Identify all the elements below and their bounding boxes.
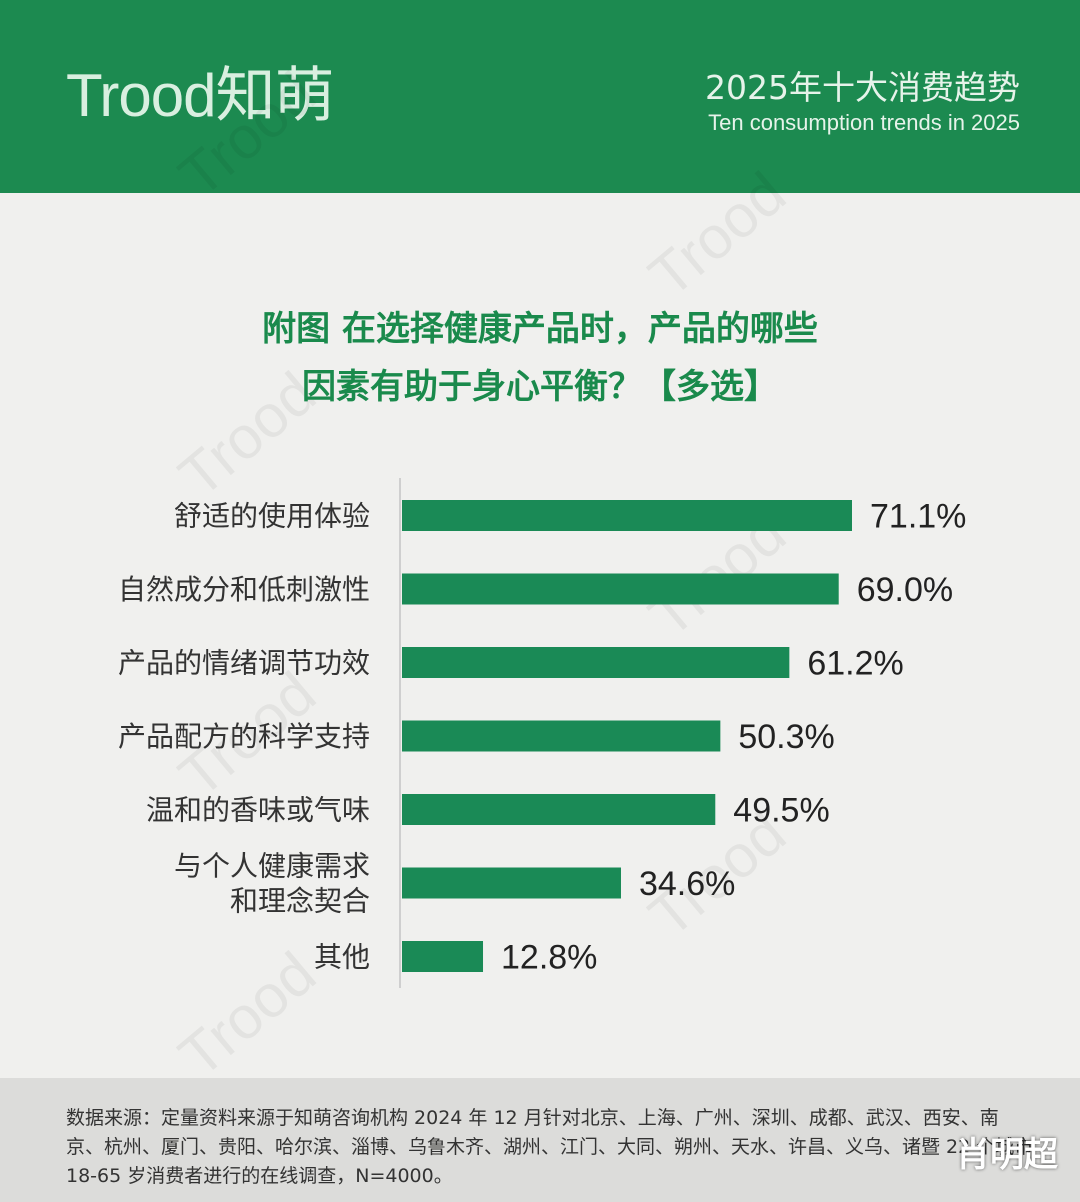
header-title: 2025年十大消费趋势: [705, 68, 1020, 107]
category-label: 其他: [314, 941, 370, 974]
bar: [402, 720, 721, 752]
bar: [402, 794, 716, 825]
chart-title-line1: 附图 在选择健康产品时，产品的哪些: [262, 309, 818, 349]
bar: [402, 500, 852, 531]
data-label: 71.1%: [870, 498, 966, 536]
data-label: 34.6%: [639, 865, 735, 903]
chart-title-line2: 因素有助于身心平衡？【多选】: [302, 367, 778, 407]
bar: [402, 941, 484, 972]
category-label: 与个人健康需求和理念契合: [174, 850, 370, 918]
bar: [402, 647, 790, 678]
footer: 数据来源：定量资料来源于知萌咨询机构 2024 年 12 月针对北京、上海、广州…: [0, 1078, 1080, 1202]
data-label: 49.5%: [733, 792, 829, 830]
header-titles: 2025年十大消费趋势 Ten consumption trends in 20…: [705, 68, 1020, 136]
trood-logo: Trood知萌: [66, 62, 335, 129]
category-label: 自然成分和低刺激性: [118, 573, 370, 606]
category-label: 舒适的使用体验: [174, 500, 370, 533]
bar: [402, 573, 839, 605]
author-signature: 肖明超: [956, 1135, 1058, 1175]
header-subtitle: Ten consumption trends in 2025: [708, 110, 1020, 136]
category-label: 温和的香味或气味: [146, 794, 370, 827]
bar-chart: 71.1% 舒适的使用体验 69.0% 自然成分和低刺激性 61.2% 产品的情绪调节功效…: [118, 478, 966, 988]
data-label: 69.0%: [857, 571, 953, 609]
data-source-note: 数据来源：定量资料来源于知萌咨询机构 2024 年 12 月针对北京、上海、广州…: [66, 1107, 1034, 1187]
chart-title: 附图 在选择健康产品时，产品的哪些 因素有助于身心平衡？【多选】: [0, 300, 1080, 416]
category-label: 产品的情绪调节功效: [118, 647, 370, 680]
category-label: 产品配方的科学支持: [118, 720, 370, 753]
data-label: 12.8%: [501, 939, 597, 977]
header-banner: Trood知萌 2025年十大消费趋势 Ten consumption tren…: [0, 0, 1080, 193]
data-label: 61.2%: [807, 645, 903, 683]
data-label: 50.3%: [738, 718, 834, 756]
bar: [402, 867, 621, 899]
